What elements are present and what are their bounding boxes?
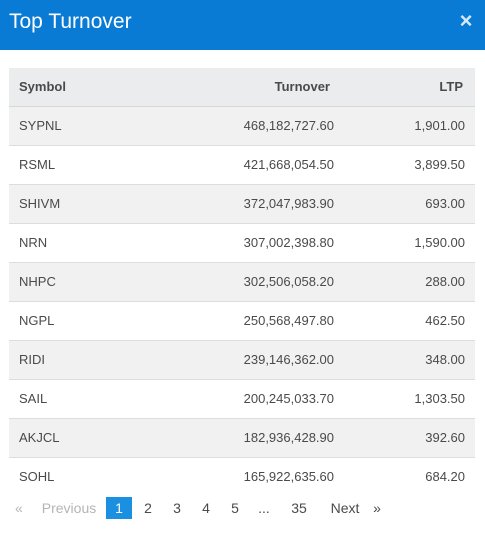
cell-ltp: 1,901.00 <box>334 106 475 146</box>
cell-symbol: NGPL <box>9 301 159 341</box>
cell-turnover: 307,002,398.80 <box>159 223 334 263</box>
cell-symbol: SAIL <box>9 379 159 419</box>
table-row: AKJCL 182,936,428.90 392.60 <box>9 418 475 458</box>
cell-symbol: SHIVM <box>9 184 159 224</box>
cell-turnover: 421,668,054.50 <box>159 145 334 185</box>
page-button-2[interactable]: 2 <box>144 500 152 516</box>
table-row: RSML 421,668,054.50 3,899.50 <box>9 145 475 185</box>
cell-symbol: RIDI <box>9 340 159 380</box>
cell-turnover: 302,506,058.20 <box>159 262 334 302</box>
table-row: SAIL 200,245,033.70 1,303.50 <box>9 379 475 419</box>
page-button-4[interactable]: 4 <box>202 500 210 516</box>
cell-ltp: 288.00 <box>334 262 475 302</box>
table-row: NGPL 250,568,497.80 462.50 <box>9 301 475 341</box>
modal-title: Top Turnover <box>9 10 132 33</box>
turnover-table: Symbol Turnover LTP SYPNL 468,182,727.60… <box>9 68 475 496</box>
page-button-3[interactable]: 3 <box>173 500 181 516</box>
previous-page-button[interactable]: Previous <box>41 500 97 516</box>
modal-header: Top Turnover × <box>0 0 485 50</box>
cell-turnover: 250,568,497.80 <box>159 301 334 341</box>
cell-symbol: RSML <box>9 145 159 185</box>
cell-ltp: 1,303.50 <box>334 379 475 419</box>
cell-turnover: 200,245,033.70 <box>159 379 334 419</box>
table-row: SHIVM 372,047,983.90 693.00 <box>9 184 475 224</box>
cell-ltp: 3,899.50 <box>334 145 475 185</box>
cell-symbol: SYPNL <box>9 106 159 146</box>
page-button-5[interactable]: 5 <box>231 500 239 516</box>
cell-symbol: SOHL <box>19 469 55 485</box>
cell-ltp: 693.00 <box>334 184 475 224</box>
pagination: « Previous 1 2 3 4 5 ... 35 Next » <box>9 497 387 519</box>
pagination-ellipsis: ... <box>258 500 270 516</box>
table-header-row: Symbol Turnover LTP <box>9 68 475 107</box>
cell-symbol: AKJCL <box>9 418 159 458</box>
cell-symbol: NHPC <box>9 262 159 302</box>
close-icon[interactable]: × <box>459 8 473 33</box>
cell-ltp: 684.20 <box>425 469 465 485</box>
column-header-symbol[interactable]: Symbol <box>9 68 159 107</box>
next-page-button[interactable]: Next <box>330 500 360 516</box>
table-row: NRN 307,002,398.80 1,590.00 <box>9 223 475 263</box>
table-row: RIDI 239,146,362.00 348.00 <box>9 340 475 380</box>
cell-turnover: 468,182,727.60 <box>159 106 334 146</box>
cell-turnover: 239,146,362.00 <box>159 340 334 380</box>
cell-ltp: 348.00 <box>334 340 475 380</box>
cell-ltp: 462.50 <box>334 301 475 341</box>
cell-symbol: NRN <box>9 223 159 263</box>
table-row: NHPC 302,506,058.20 288.00 <box>9 262 475 302</box>
cell-ltp: 392.60 <box>334 418 475 458</box>
column-header-ltp[interactable]: LTP <box>334 68 475 107</box>
table-row: SOHL 165,922,635.60 684.20 <box>9 457 475 496</box>
last-page-icon[interactable]: » <box>373 500 381 516</box>
cell-turnover: 372,047,983.90 <box>159 184 334 224</box>
cell-ltp: 1,590.00 <box>334 223 475 263</box>
table-row: SYPNL 468,182,727.60 1,901.00 <box>9 106 475 146</box>
cell-turnover: 165,922,635.60 <box>243 469 334 485</box>
turnover-table-container: Symbol Turnover LTP SYPNL 468,182,727.60… <box>9 68 475 496</box>
column-header-turnover[interactable]: Turnover <box>159 68 334 107</box>
first-page-icon[interactable]: « <box>15 500 23 516</box>
page-button-35[interactable]: 35 <box>291 500 307 516</box>
cell-turnover: 182,936,428.90 <box>159 418 334 458</box>
page-button-1[interactable]: 1 <box>106 497 132 519</box>
